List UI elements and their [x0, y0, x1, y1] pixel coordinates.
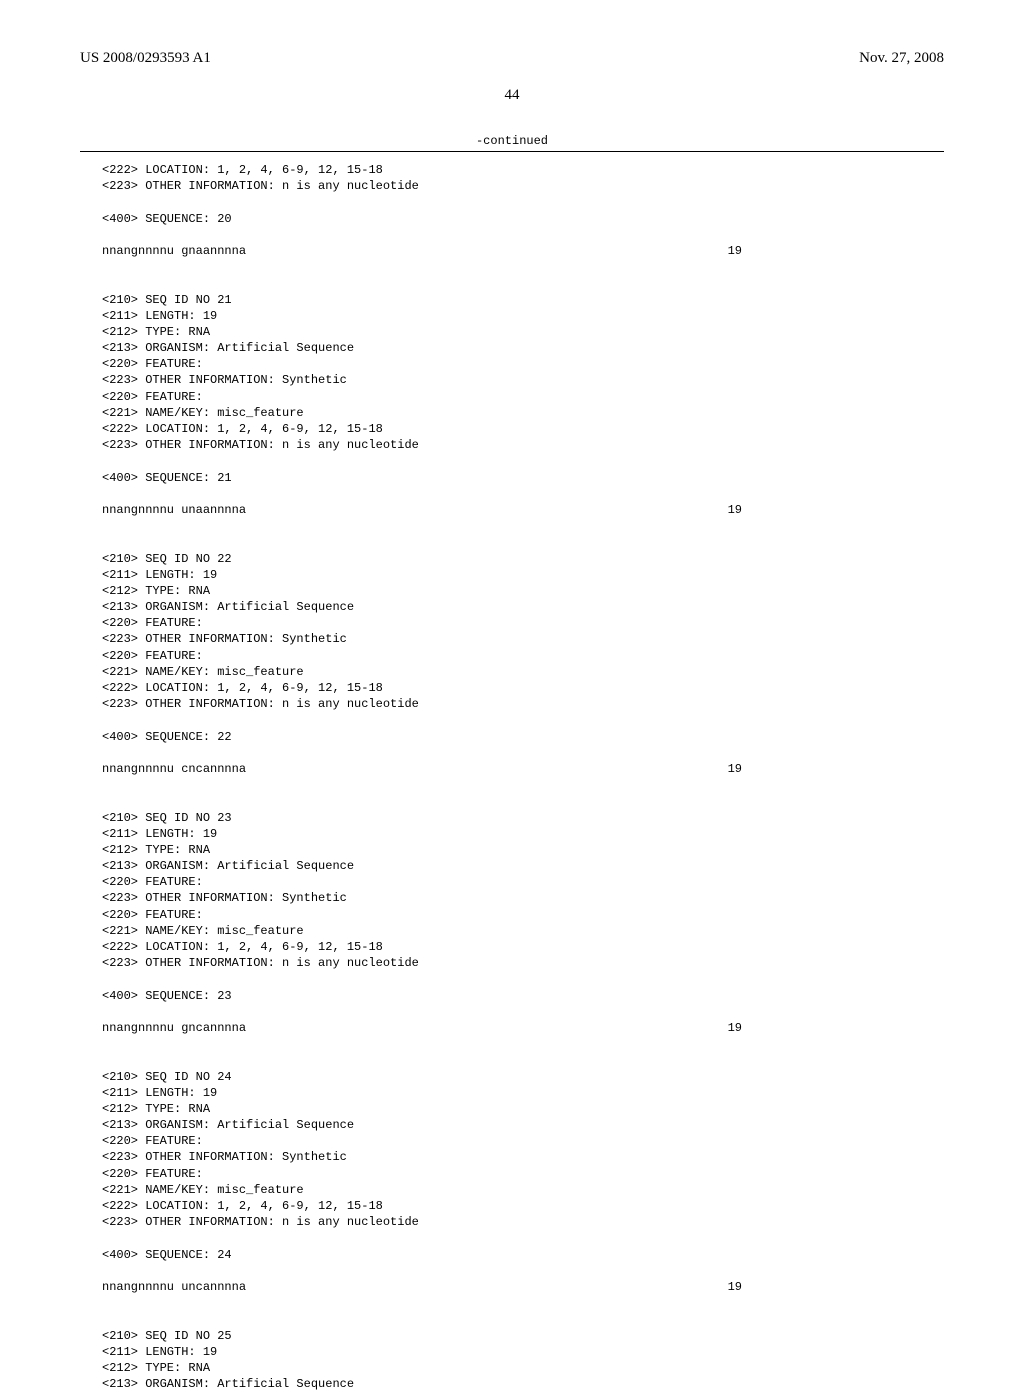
listing-line: <220> FEATURE:: [102, 356, 944, 372]
sequence-text: nnangnnnnu uncannnna: [102, 1279, 246, 1295]
listing-line: [102, 518, 944, 534]
listing-line: <223> OTHER INFORMATION: n is any nucleo…: [102, 178, 944, 194]
listing-line: <222> LOCATION: 1, 2, 4, 6-9, 12, 15-18: [102, 421, 944, 437]
continued-label: -continued: [80, 134, 944, 148]
listing-line: <211> LENGTH: 19: [102, 1344, 944, 1360]
listing-line: [102, 227, 944, 243]
sequence-text: nnangnnnnu gncannnna: [102, 1020, 246, 1036]
sequence-row: nnangnnnnu gncannnna 19: [102, 1020, 742, 1036]
listing-line: <213> ORGANISM: Artificial Sequence: [102, 340, 944, 356]
listing-line: [102, 275, 944, 291]
sequence-row: nnangnnnnu cncannnna 19: [102, 761, 742, 777]
listing-line: [102, 453, 944, 469]
listing-line: <220> FEATURE:: [102, 907, 944, 923]
sequence-length: 19: [728, 243, 742, 259]
listing-line: [102, 1263, 944, 1279]
listing-line: [102, 1052, 944, 1068]
listing-line: [102, 745, 944, 761]
listing-line: [102, 1004, 944, 1020]
listing-line: <210> SEQ ID NO 22: [102, 551, 944, 567]
listing-line: [102, 486, 944, 502]
listing-line: <212> TYPE: RNA: [102, 1360, 944, 1376]
sequence-length: 19: [728, 502, 742, 518]
sequence-row: nnangnnnnu uncannnna 19: [102, 1279, 742, 1295]
listing-line: <221> NAME/KEY: misc_feature: [102, 1182, 944, 1198]
listing-line: <223> OTHER INFORMATION: Synthetic: [102, 631, 944, 647]
listing-line: <220> FEATURE:: [102, 874, 944, 890]
listing-line: <212> TYPE: RNA: [102, 842, 944, 858]
listing-line: [102, 777, 944, 793]
listing-line: <220> FEATURE:: [102, 389, 944, 405]
listing-line: <400> SEQUENCE: 23: [102, 988, 944, 1004]
sequence-length: 19: [728, 1279, 742, 1295]
listing-line: [102, 259, 944, 275]
listing-line: <211> LENGTH: 19: [102, 1085, 944, 1101]
page-container: US 2008/0293593 A1 Nov. 27, 2008 44 -con…: [0, 0, 1024, 1320]
listing-line: <223> OTHER INFORMATION: n is any nucleo…: [102, 696, 944, 712]
listing-line: <220> FEATURE:: [102, 615, 944, 631]
listing-line: <212> TYPE: RNA: [102, 324, 944, 340]
listing-line: [102, 971, 944, 987]
listing-line: [102, 712, 944, 728]
listing-line: [102, 1295, 944, 1311]
listing-line: <221> NAME/KEY: misc_feature: [102, 664, 944, 680]
listing-line: [102, 793, 944, 809]
publication-date: Nov. 27, 2008: [859, 50, 944, 67]
listing-line: <213> ORGANISM: Artificial Sequence: [102, 1117, 944, 1133]
listing-line: <222> LOCATION: 1, 2, 4, 6-9, 12, 15-18: [102, 680, 944, 696]
sequence-text: nnangnnnnu gnaannnna: [102, 243, 246, 259]
listing-line: <220> FEATURE:: [102, 648, 944, 664]
listing-line: <223> OTHER INFORMATION: Synthetic: [102, 372, 944, 388]
listing-line: <210> SEQ ID NO 24: [102, 1069, 944, 1085]
listing-line: <221> NAME/KEY: misc_feature: [102, 405, 944, 421]
sequence-text: nnangnnnnu cncannnna: [102, 761, 246, 777]
listing-line: <400> SEQUENCE: 20: [102, 211, 944, 227]
sequence-row: nnangnnnnu unaannnna 19: [102, 502, 742, 518]
listing-line: <212> TYPE: RNA: [102, 1101, 944, 1117]
listing-line: <220> FEATURE:: [102, 1133, 944, 1149]
listing-line: [102, 1036, 944, 1052]
listing-line: <211> LENGTH: 19: [102, 567, 944, 583]
sequence-text: nnangnnnnu unaannnna: [102, 502, 246, 518]
listing-line: <400> SEQUENCE: 21: [102, 470, 944, 486]
listing-line: <222> LOCATION: 1, 2, 4, 6-9, 12, 15-18: [102, 162, 944, 178]
sequence-row: nnangnnnnu gnaannnna 19: [102, 243, 742, 259]
listing-line: <212> TYPE: RNA: [102, 583, 944, 599]
listing-line: <213> ORGANISM: Artificial Sequence: [102, 599, 944, 615]
listing-line: <223> OTHER INFORMATION: n is any nucleo…: [102, 1214, 944, 1230]
listing-line: <222> LOCATION: 1, 2, 4, 6-9, 12, 15-18: [102, 1198, 944, 1214]
listing-line: <220> FEATURE:: [102, 1166, 944, 1182]
listing-line: <223> OTHER INFORMATION: Synthetic: [102, 890, 944, 906]
publication-number: US 2008/0293593 A1: [80, 50, 211, 67]
listing-line: <210> SEQ ID NO 23: [102, 810, 944, 826]
listing-line: <213> ORGANISM: Artificial Sequence: [102, 1376, 944, 1392]
listing-line: [102, 194, 944, 210]
listing-line: <211> LENGTH: 19: [102, 826, 944, 842]
listing-line: <223> OTHER INFORMATION: Synthetic: [102, 1149, 944, 1165]
listing-line: <400> SEQUENCE: 24: [102, 1247, 944, 1263]
listing-line: <223> OTHER INFORMATION: n is any nucleo…: [102, 437, 944, 453]
listing-line: <222> LOCATION: 1, 2, 4, 6-9, 12, 15-18: [102, 939, 944, 955]
listing-line: <223> OTHER INFORMATION: n is any nucleo…: [102, 955, 944, 971]
listing-line: [102, 1311, 944, 1327]
listing-line: <213> ORGANISM: Artificial Sequence: [102, 858, 944, 874]
sequence-length: 19: [728, 1020, 742, 1036]
listing-line: <221> NAME/KEY: misc_feature: [102, 923, 944, 939]
listing-line: [102, 1230, 944, 1246]
page-header: US 2008/0293593 A1 Nov. 27, 2008: [80, 50, 944, 67]
listing-line: <210> SEQ ID NO 25: [102, 1328, 944, 1344]
page-number: 44: [80, 87, 944, 104]
listing-line: <400> SEQUENCE: 22: [102, 729, 944, 745]
sequence-length: 19: [728, 761, 742, 777]
sequence-listing: <222> LOCATION: 1, 2, 4, 6-9, 12, 15-18<…: [102, 162, 944, 1392]
divider-line: [80, 151, 944, 152]
listing-line: <211> LENGTH: 19: [102, 308, 944, 324]
listing-line: [102, 534, 944, 550]
listing-line: <210> SEQ ID NO 21: [102, 292, 944, 308]
